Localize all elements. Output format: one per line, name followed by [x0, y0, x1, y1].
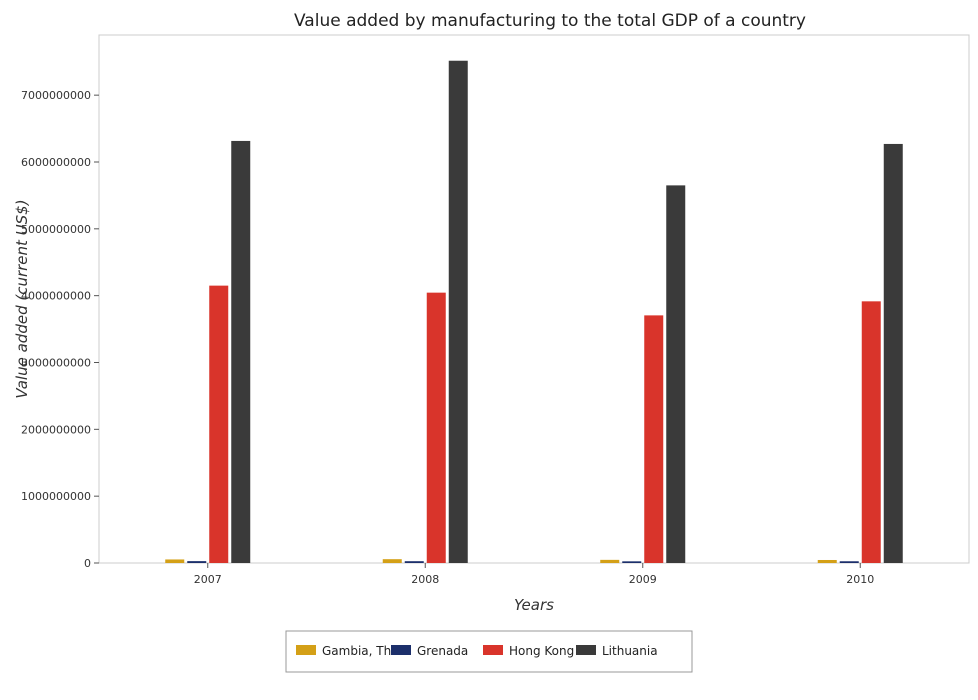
bar-hong-kong-2009 — [644, 315, 664, 563]
bar-lithuania-2007 — [231, 140, 251, 563]
y-tick-label: 3000000000 — [21, 356, 91, 369]
bar-grenada-2008 — [404, 561, 424, 563]
bar-hong-kong-2007 — [209, 285, 229, 563]
x-axis-ticks: 2007 2008 2009 2010 — [194, 563, 874, 586]
bar-hong-kong-2008 — [426, 292, 446, 563]
legend-swatch — [296, 645, 316, 655]
x-tick-label: 2008 — [411, 573, 439, 586]
y-axis-label: Value added (current US$) — [13, 199, 31, 398]
plot-area — [98, 34, 970, 564]
bar-gambia-the-2009 — [600, 559, 620, 563]
y-tick-label: 5000000000 — [21, 223, 91, 236]
bar-grenada-2010 — [839, 561, 859, 563]
bar-gambia-the-2007 — [165, 559, 185, 563]
x-tick-label: 2007 — [194, 573, 222, 586]
bar-lithuania-2009 — [666, 185, 686, 563]
bar-hong-kong-2010 — [861, 301, 881, 563]
legend: Gambia, The Grenada Hong Kong Lithuania — [285, 630, 693, 673]
legend-label: Lithuania — [602, 644, 658, 658]
legend-swatch — [391, 645, 411, 655]
y-axis-ticks: 0 1000000000 2000000000 3000000000 400000000… — [21, 89, 99, 570]
y-tick-label: 2000000000 — [21, 423, 91, 436]
legend-swatch — [576, 645, 596, 655]
y-tick-label: 4000000000 — [21, 290, 91, 303]
y-tick-label: 6000000000 — [21, 156, 91, 169]
bar-lithuania-2008 — [448, 60, 468, 564]
bar-gambia-the-2010 — [817, 559, 837, 563]
x-tick-label: 2009 — [629, 573, 657, 586]
bar-grenada-2009 — [622, 561, 642, 563]
bar-lithuania-2010 — [883, 143, 903, 563]
legend-label: Grenada — [417, 644, 468, 658]
x-axis-label: Years — [514, 596, 554, 614]
legend-swatch — [483, 645, 503, 655]
y-tick-label: 0 — [84, 557, 91, 570]
legend-label: Hong Kong — [509, 644, 574, 658]
y-tick-label: 7000000000 — [21, 89, 91, 102]
x-tick-label: 2010 — [846, 573, 874, 586]
bar-gambia-the-2008 — [382, 559, 402, 563]
chart-title: Value added by manufacturing to the tota… — [294, 11, 806, 31]
bars — [165, 60, 903, 564]
legend-label: Gambia, The — [322, 644, 399, 658]
bar-grenada-2007 — [187, 561, 207, 563]
y-tick-label: 1000000000 — [21, 490, 91, 503]
